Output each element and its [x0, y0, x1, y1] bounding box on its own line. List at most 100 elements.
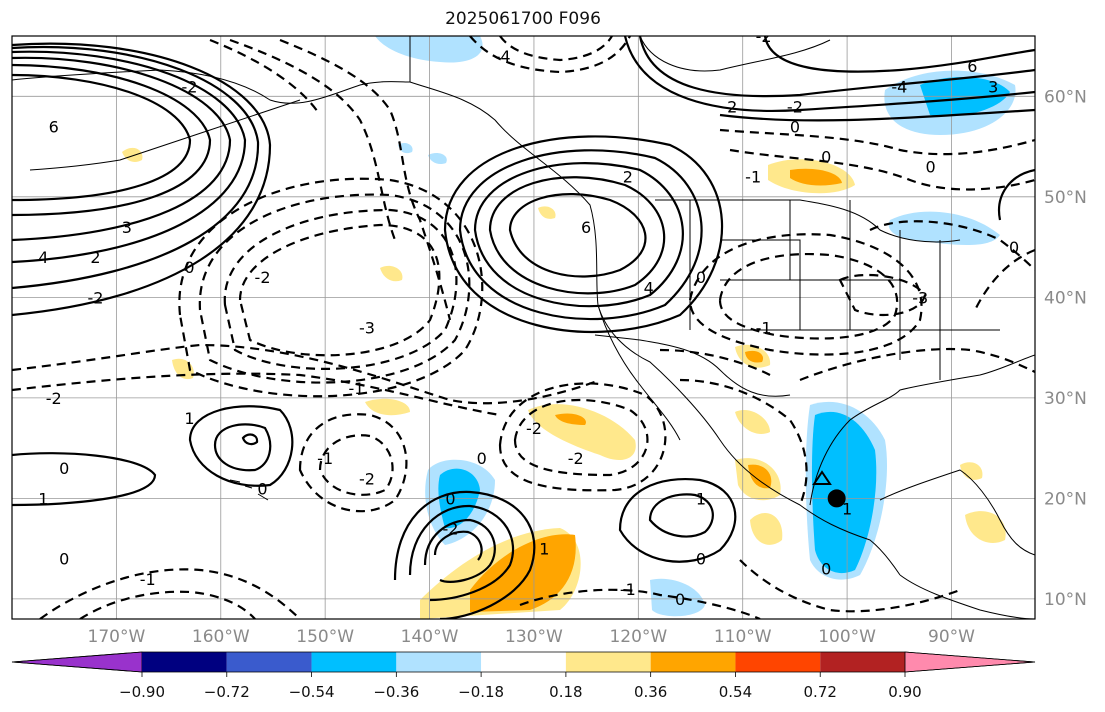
contour-label: -2 — [359, 469, 375, 488]
contour-high-west-3 — [12, 50, 247, 264]
contour-label: -2 — [46, 389, 62, 408]
contour-high-ne-2 — [623, 36, 1035, 112]
contour-neg-pac-4 — [498, 382, 667, 492]
lat-tick-label: 60°N — [1044, 87, 1087, 107]
shade-yellow-carib — [965, 511, 1006, 543]
contour-label: 0 — [184, 258, 194, 277]
lat-tick-label: 40°N — [1044, 288, 1087, 308]
shade-dark-orange-pacific — [470, 534, 576, 612]
contour-label: 4 — [644, 278, 654, 297]
lon-tick-label: 100°W — [818, 627, 876, 647]
contour-low-pac-3 — [423, 518, 496, 583]
contour-label: 0 — [59, 550, 69, 569]
colorbar-extend-low — [11, 651, 143, 673]
central-america — [899, 574, 1035, 619]
shade-blue-gulf — [811, 411, 877, 574]
colorbar-label: 0.90 — [888, 683, 921, 701]
coastline-baja — [597, 304, 681, 441]
contour-neg-south-4 — [739, 559, 961, 613]
shade-yellow-mid — [528, 404, 636, 460]
shade-yellow-west3 — [380, 265, 403, 282]
contour-high-west-1 — [12, 42, 272, 317]
shaded-anomalies — [122, 36, 1016, 619]
contour-label: -1 — [756, 319, 772, 338]
colorbar-label: −0.54 — [289, 683, 335, 701]
contour-label: -2 — [442, 520, 458, 539]
colorbar-segment — [142, 652, 227, 672]
contour-lines — [12, 36, 1035, 619]
contour-high-west-4 — [12, 56, 232, 242]
contour-label: -4 — [495, 47, 511, 66]
contour-neg-ne-4 — [799, 347, 1035, 382]
coastline-north-america — [409, 36, 901, 576]
contour-high-center-4 — [473, 162, 684, 308]
contour-neg-plains-4 — [679, 378, 808, 506]
contour-label: -1 — [317, 449, 333, 468]
colorbar: −0.90 −0.72 −0.54 −0.36 −0.18 0.18 0.36 0.54 0.7… — [11, 651, 1036, 701]
contour-label: 0 — [445, 489, 455, 508]
contour-lines-negative — [12, 36, 1035, 619]
contour-label: 1 — [842, 499, 852, 518]
contour-neg-west-6 — [12, 372, 501, 417]
colorbar-label: 0.18 — [549, 683, 582, 701]
colorbar-label: 0.54 — [719, 683, 752, 701]
contour-neg-west-3 — [198, 193, 471, 384]
contour-label: 0 — [59, 459, 69, 478]
contour-label: 0 — [477, 449, 487, 468]
map-frame — [11, 35, 1036, 620]
lat-tick-label: 30°N — [1044, 389, 1087, 409]
lon-tick-label: 170°W — [88, 627, 146, 647]
lon-tick-label: 140°W — [401, 627, 459, 647]
contour-neg-west-1 — [238, 223, 441, 357]
shade-lightblue-glakes — [888, 211, 1000, 245]
contour-neg-ne-2 — [729, 148, 1035, 191]
contour-neg-alaska-1 — [279, 38, 452, 321]
coastline-hudson — [639, 36, 831, 72]
shade-yellow-west1 — [122, 147, 143, 163]
shade-orange-mex2 — [745, 350, 764, 363]
contour-neg-pac-2 — [318, 434, 394, 496]
contour-neg-east-1 — [974, 248, 1035, 311]
contour-high-center-5 — [488, 176, 666, 295]
contour-high-west-2 — [12, 46, 260, 290]
lon-tick-label: 90°W — [928, 627, 975, 647]
contour-label: -2 — [181, 77, 197, 96]
contour-label: 0 — [696, 550, 706, 569]
contour-label: -1 — [349, 379, 365, 398]
lon-tick-label: 110°W — [714, 627, 772, 647]
colorbar-label: −0.36 — [373, 683, 419, 701]
colorbar-segment — [650, 652, 736, 672]
colorbar-label: 0.36 — [634, 683, 667, 701]
contour-neg-ne-3 — [869, 220, 1035, 271]
colorbar-segment — [735, 652, 821, 672]
shade-yellow-mex3 — [735, 410, 770, 434]
contour-high-ne-1 — [638, 36, 1035, 98]
lon-tick-label: 150°W — [296, 627, 354, 647]
contour-label: -2 — [756, 27, 772, 46]
contour-label: 0 — [257, 479, 267, 498]
contour-label: -1 — [620, 580, 636, 599]
contour-label: 1 — [184, 409, 194, 428]
contour-label: 4 — [38, 248, 48, 267]
contour-label: 2 — [623, 168, 633, 187]
contour-high-ne-3 — [763, 36, 1035, 73]
colorbar-extend-high — [904, 651, 1036, 673]
contour-label: 2 — [90, 248, 100, 267]
contour-neg-west-4 — [178, 177, 484, 398]
hawaii — [229, 479, 269, 501]
contour-neg-west-5 — [12, 343, 601, 405]
storm-symbols — [812, 470, 846, 508]
contour-label: -2 — [88, 288, 104, 307]
contour-label: -2 — [526, 419, 542, 438]
colorbar-label: 0.72 — [804, 683, 837, 701]
colorbar-label: −0.72 — [204, 683, 250, 701]
contour-neg-alaska-3 — [209, 38, 321, 116]
colorbar-label: −0.18 — [458, 683, 504, 701]
coastline-aleutians — [29, 99, 301, 171]
states-grid — [689, 200, 1000, 380]
contour-neg-pac-3 — [513, 398, 649, 477]
contour-label: -2 — [568, 449, 584, 468]
lon-tick-label: 120°W — [609, 627, 667, 647]
contour-west-1 — [188, 405, 294, 487]
